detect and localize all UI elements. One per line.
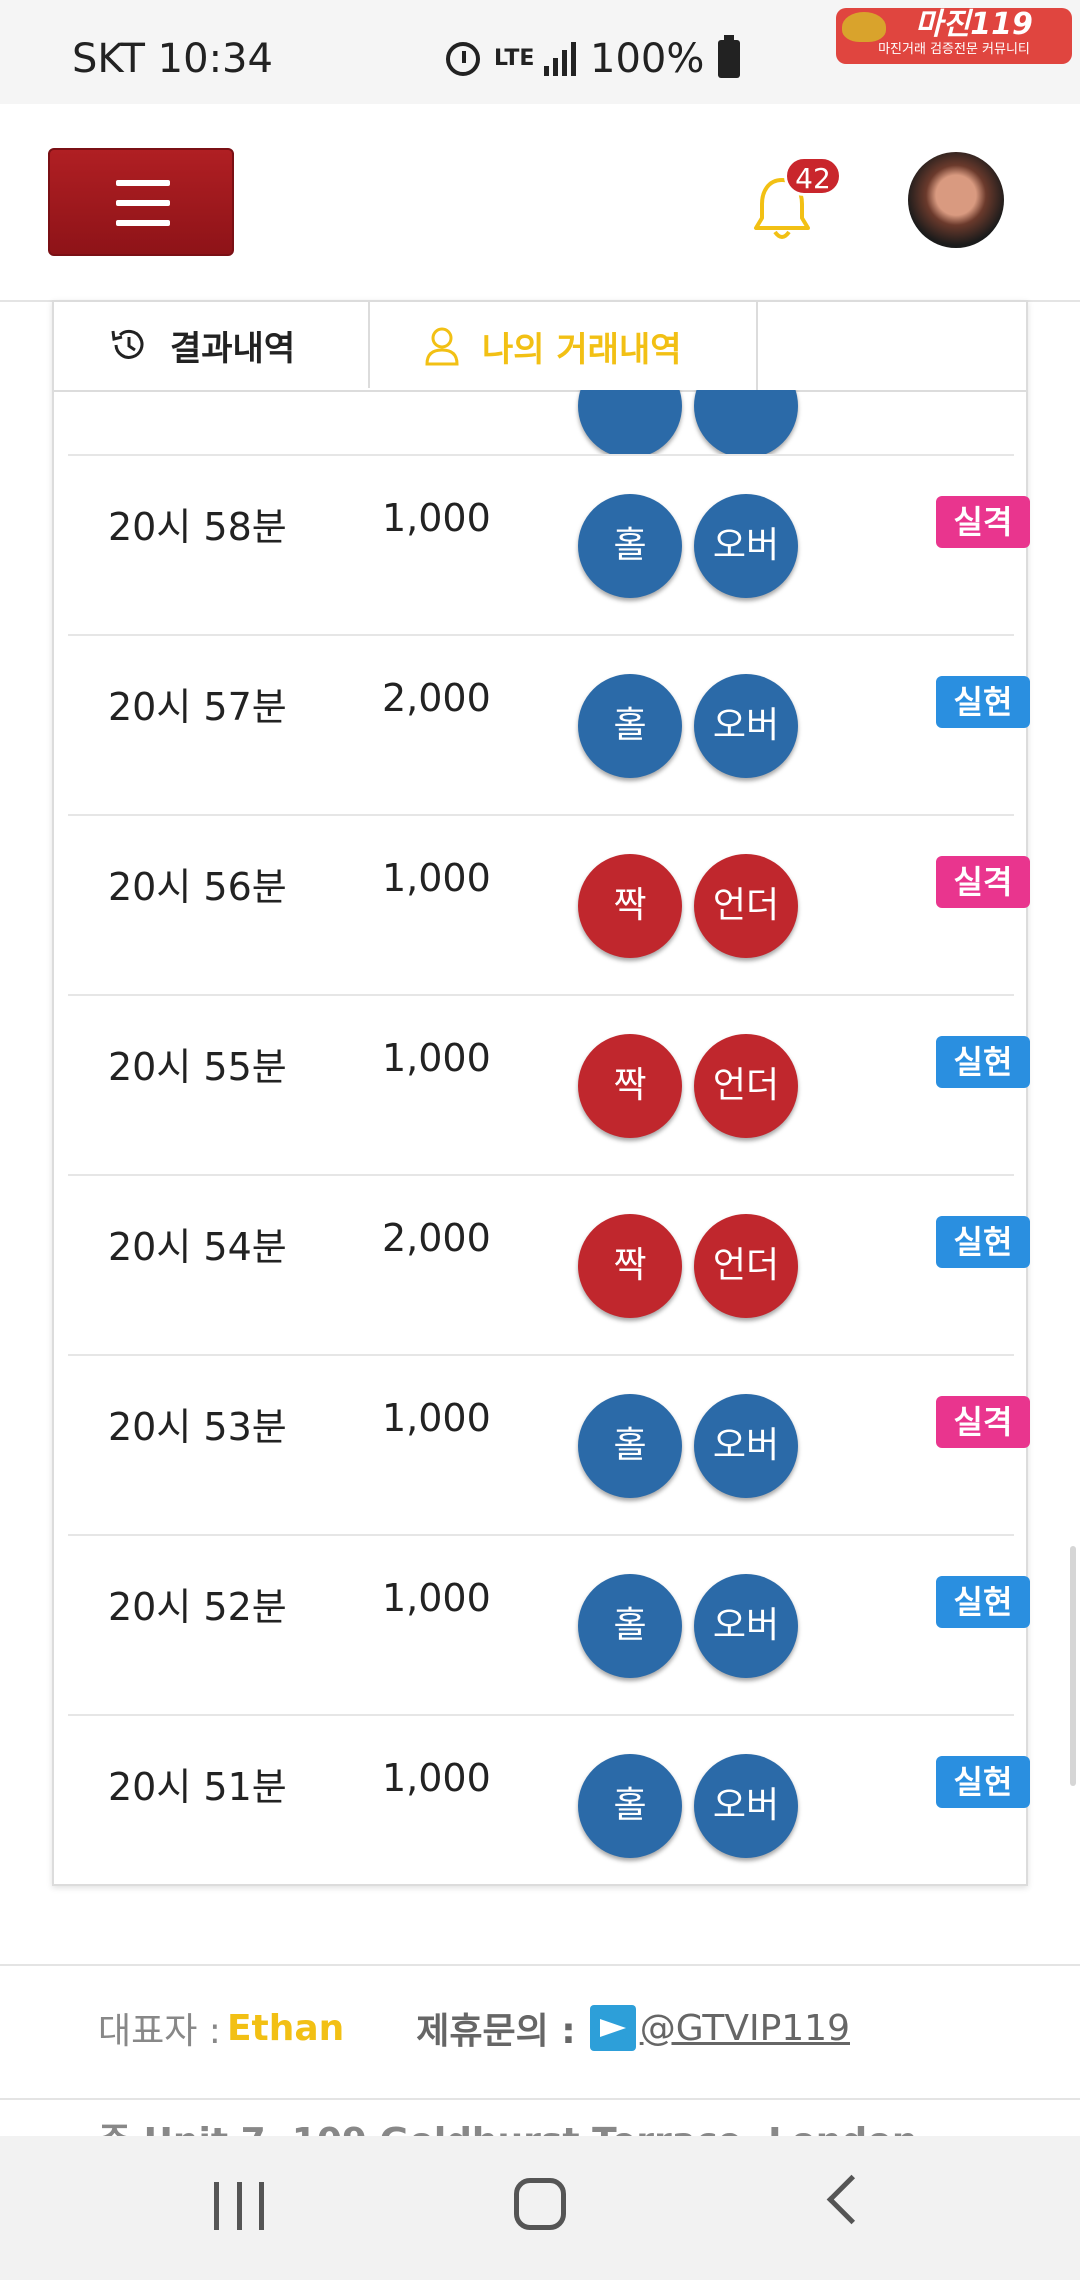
row-time: 20시 52분 (108, 1585, 287, 1629)
emblem-icon (842, 12, 886, 42)
table-row: 20시 53분 1,000 홀 오버 실격 (68, 1354, 1030, 1536)
row-amount: 1,000 (382, 1756, 491, 1800)
contact-label: 제휴문의 : (416, 2011, 576, 2052)
pick-ball-overunder: 오버 (694, 1574, 798, 1678)
pick-ball-oddeven: 짝 (578, 1214, 682, 1318)
pick-ball-overunder: 오버 (694, 674, 798, 778)
table-row: 20시 58분 1,000 홀 오버 실격 (68, 454, 1030, 636)
result-badge: 실현 (936, 1036, 1030, 1088)
table-row: 20시 52분 1,000 홀 오버 실현 (68, 1534, 1030, 1716)
result-badge: 실현 (936, 676, 1030, 728)
rep-label: 대표자 : (98, 2011, 221, 2052)
rep-name: Ethan (226, 2007, 345, 2049)
table-row: 20시 56분 1,000 짝 언더 실격 (68, 814, 1030, 996)
row-amount: 1,000 (382, 1576, 491, 1620)
footer-info: 대표자 : Ethan 제휴문의 : @GTVIP119 (98, 2002, 850, 2054)
row-time: 20시 55분 (108, 1045, 287, 1089)
result-badge: 실현 (936, 1576, 1030, 1628)
hamburger-icon (116, 180, 170, 186)
scrollbar[interactable] (1070, 1546, 1076, 1786)
tab-results[interactable]: 결과내역 (54, 302, 370, 388)
pick-ball-oddeven: 짝 (578, 1034, 682, 1138)
recent-apps-button[interactable] (214, 2182, 264, 2230)
pick-ball-overunder: 오버 (694, 1394, 798, 1498)
result-badge: 실격 (936, 1396, 1030, 1448)
tab-results-label: 결과내역 (170, 328, 296, 369)
home-button[interactable] (514, 2178, 566, 2230)
menu-button[interactable] (48, 148, 234, 256)
notification-badge[interactable]: 42 (784, 156, 842, 196)
telegram-handle-link[interactable]: @GTVIP119 (639, 2007, 850, 2049)
watermark-title: 마진119 (915, 7, 1033, 42)
telegram-icon[interactable] (589, 2005, 636, 2051)
pick-ball-overunder: 오버 (694, 494, 798, 598)
status-icons: LTE 100% (446, 35, 741, 82)
battery-percent: 100% (590, 36, 705, 82)
row-amount: 1,000 (382, 496, 491, 540)
site-watermark-logo: 마진119 마진거래 검증전문 커뮤니티 (836, 8, 1072, 64)
row-amount: 1,000 (382, 856, 491, 900)
table-row-partial (68, 390, 1014, 456)
row-time: 20시 58분 (108, 505, 287, 549)
row-time: 20시 54분 (108, 1225, 287, 1269)
footer-divider (0, 2098, 1080, 2100)
carrier-time: SKT 10:34 (72, 36, 273, 82)
pick-ball-oddeven: 홀 (578, 1574, 682, 1678)
app-header: 42 (0, 104, 1080, 302)
pick-ball-overunder: 언더 (694, 1034, 798, 1138)
tab-my-trades[interactable]: 나의 거래내역 (370, 302, 758, 390)
pick-ball-overunder: 오버 (694, 1754, 798, 1858)
status-bar: SKT 10:34 LTE 100% 마진119 마진거래 검증전문 커뮤니티 (0, 0, 1080, 104)
tab-my-trades-label: 나의 거래내역 (482, 329, 682, 370)
result-badge: 실격 (936, 496, 1030, 548)
row-amount: 1,000 (382, 1396, 491, 1440)
result-badge: 실격 (936, 856, 1030, 908)
pick-ball-overunder: 언더 (694, 854, 798, 958)
tab-bar: 결과내역 나의 거래내역 (54, 302, 1026, 392)
system-nav-bar (0, 2136, 1080, 2280)
row-amount: 2,000 (382, 676, 491, 720)
back-button[interactable] (826, 2174, 877, 2225)
row-time: 20시 53분 (108, 1405, 287, 1449)
footer-address: 주 Unit 7, 109 Goldhurst Terrace, London (98, 2112, 918, 2138)
result-badge: 실현 (936, 1216, 1030, 1268)
pick-ball-oddeven: 홀 (578, 674, 682, 778)
result-badge: 실현 (936, 1756, 1030, 1808)
pick-ball-oddeven: 홀 (578, 1394, 682, 1498)
history-icon (111, 329, 144, 359)
pick-ball-oddeven: 홀 (578, 494, 682, 598)
battery-icon (718, 35, 741, 78)
table-row: 20시 57분 2,000 홀 오버 실현 (68, 634, 1030, 816)
table-row: 20시 51분 1,000 홀 오버 실현 (68, 1714, 1030, 1894)
row-time: 20시 57분 (108, 685, 287, 729)
table-row: 20시 55분 1,000 짝 언더 실현 (68, 994, 1030, 1176)
pick-ball (694, 390, 798, 454)
trade-history-card: 결과내역 나의 거래내역 20시 58분 1,000 홀 오버 실격 20시 57분 2,0… (52, 300, 1030, 1886)
pick-ball-oddeven: 홀 (578, 1754, 682, 1858)
row-time: 20시 51분 (108, 1765, 287, 1809)
pick-ball-overunder: 언더 (694, 1214, 798, 1318)
alarm-icon (446, 42, 480, 76)
footer-divider (0, 1964, 1080, 1966)
user-icon (425, 327, 459, 366)
row-amount: 1,000 (382, 1036, 491, 1080)
lte-indicator: LTE (494, 46, 535, 71)
pick-ball (578, 390, 682, 454)
pick-ball-oddeven: 짝 (578, 854, 682, 958)
row-amount: 2,000 (382, 1216, 491, 1260)
watermark-subtitle: 마진거래 검증전문 커뮤니티 (878, 42, 1030, 57)
row-time: 20시 56분 (108, 865, 287, 909)
avatar[interactable] (908, 152, 1004, 248)
table-row: 20시 54분 2,000 짝 언더 실현 (68, 1174, 1030, 1356)
signal-icon (544, 42, 576, 76)
